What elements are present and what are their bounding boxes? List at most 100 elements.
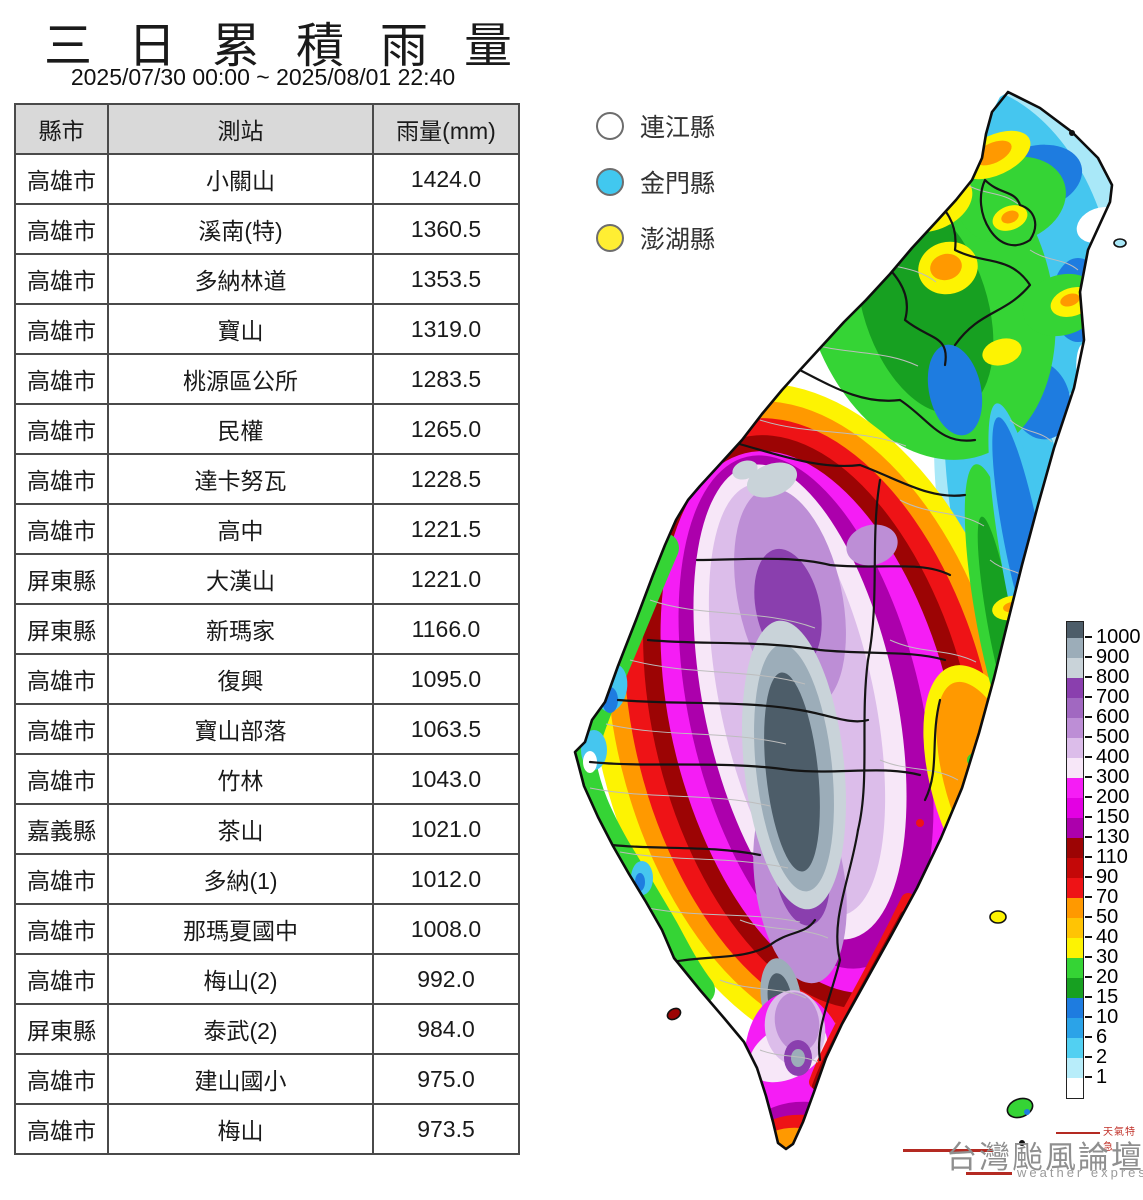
header-county: 縣市 xyxy=(14,103,109,155)
cell-county: 屏東縣 xyxy=(14,553,109,605)
table-row: 高雄市 寶山部落 1063.5 xyxy=(14,703,520,755)
cell-county: 高雄市 xyxy=(14,503,109,555)
islet-dot-keelung xyxy=(1069,130,1075,136)
colorbar-band xyxy=(1067,878,1083,898)
cell-station: 新瑪家 xyxy=(107,603,374,655)
cell-county: 高雄市 xyxy=(14,653,109,705)
colorbar-band xyxy=(1067,718,1083,738)
cell-amount: 1228.5 xyxy=(372,453,520,505)
table-row: 高雄市 溪南(特) 1360.5 xyxy=(14,203,520,255)
cell-station: 那瑪夏國中 xyxy=(107,903,374,955)
colorbar-band xyxy=(1067,638,1083,658)
cell-station: 民權 xyxy=(107,403,374,455)
cell-station: 復興 xyxy=(107,653,374,705)
colorbar-band xyxy=(1067,838,1083,858)
cell-amount: 975.0 xyxy=(372,1053,520,1105)
table-body: 高雄市 小關山 1424.0 高雄市 溪南(特) 1360.5 高雄市 多納林道… xyxy=(14,153,520,1155)
cell-county: 高雄市 xyxy=(14,253,109,305)
colorbar-band xyxy=(1067,1018,1083,1038)
cell-station: 多納(1) xyxy=(107,853,374,905)
islet-dot-south xyxy=(1019,1140,1025,1146)
date-range: 2025/07/30 00:00 ~ 2025/08/01 22:40 xyxy=(70,64,456,90)
cell-amount: 1063.5 xyxy=(372,703,520,755)
colorbar-band xyxy=(1067,1078,1083,1098)
cell-station: 梅山 xyxy=(107,1103,374,1155)
colorbar-tick: 30 xyxy=(1085,947,1118,967)
colorbar-tick: 1 xyxy=(1085,1067,1107,1087)
county-dot-icon xyxy=(596,111,624,140)
colorbar-tick: 70 xyxy=(1085,887,1118,907)
legend-label: 金門縣 xyxy=(640,169,716,198)
legend-item: 連江縣 xyxy=(596,110,715,142)
table-row: 高雄市 梅山(2) 992.0 xyxy=(14,953,520,1005)
colorbar-tick: 1000 xyxy=(1085,627,1141,647)
colorbar-tick: 130 xyxy=(1085,827,1129,847)
cell-station: 梅山(2) xyxy=(107,953,374,1005)
rainfall-ranking-table: 縣市 測站 雨量(mm) 高雄市 小關山 1424.0 高雄市 溪南(特) 13… xyxy=(14,103,520,1155)
table-row: 高雄市 竹林 1043.0 xyxy=(14,753,520,805)
legend-item: 澎湖縣 xyxy=(596,222,715,254)
colorbar-tick: 6 xyxy=(1085,1027,1107,1047)
cell-amount: 1319.0 xyxy=(372,303,520,355)
cell-station: 大漢山 xyxy=(107,553,374,605)
colorbar-band xyxy=(1067,758,1083,778)
cell-county: 高雄市 xyxy=(14,353,109,405)
colorbar-band xyxy=(1067,918,1083,938)
colorbar-band xyxy=(1067,698,1083,718)
colorbar-band xyxy=(1067,778,1083,798)
cell-county: 高雄市 xyxy=(14,853,109,905)
cell-county: 高雄市 xyxy=(14,1103,109,1155)
colorbar-tick: 200 xyxy=(1085,787,1129,807)
colorbar-band xyxy=(1067,818,1083,838)
cell-station: 建山國小 xyxy=(107,1053,374,1105)
taiwan-coastline xyxy=(573,90,1114,1151)
colorbar-band xyxy=(1067,1038,1083,1058)
table-row: 高雄市 那瑪夏國中 1008.0 xyxy=(14,903,520,955)
colorbar-band xyxy=(1067,898,1083,918)
colorbar-tick: 40 xyxy=(1085,927,1118,947)
table-row: 高雄市 小關山 1424.0 xyxy=(14,153,520,205)
cell-amount: 1021.0 xyxy=(372,803,520,855)
cell-county: 嘉義縣 xyxy=(14,803,109,855)
page-title: 三日累積雨量 xyxy=(44,20,549,73)
cell-county: 屏東縣 xyxy=(14,1003,109,1055)
island-green-island xyxy=(989,910,1007,924)
cell-amount: 1283.5 xyxy=(372,353,520,405)
colorbar-bands xyxy=(1066,621,1084,1099)
colorbar-band xyxy=(1067,798,1083,818)
colorbar-band xyxy=(1067,978,1083,998)
colorbar-tick: 500 xyxy=(1085,727,1129,747)
colorbar-tick: 10 xyxy=(1085,1007,1118,1027)
table-row: 嘉義縣 茶山 1021.0 xyxy=(14,803,520,855)
taiwan-rainfall-map xyxy=(560,80,1143,1200)
header-station: 測站 xyxy=(107,103,374,155)
colorbar-band xyxy=(1067,658,1083,678)
cell-station: 寶山 xyxy=(107,303,374,355)
cell-amount: 1166.0 xyxy=(372,603,520,655)
colorbar-band xyxy=(1067,938,1083,958)
logo-title: 台灣颱風論壇 xyxy=(946,1140,1143,1175)
rainfall-map-svg xyxy=(573,90,1127,1151)
rainfall-colorbar: 1000 900 800 700 600 500 400 300 200 150 130 110 90 7… xyxy=(1066,621,1141,1099)
cell-county: 高雄市 xyxy=(14,203,109,255)
table-row: 高雄市 建山國小 975.0 xyxy=(14,1053,520,1105)
contour-layers xyxy=(575,92,1112,1149)
cell-county: 高雄市 xyxy=(14,453,109,505)
cell-county: 高雄市 xyxy=(14,753,109,805)
cell-station: 小關山 xyxy=(107,153,374,205)
colorbar-band xyxy=(1067,958,1083,978)
colorbar-band xyxy=(1067,1058,1083,1078)
table-row: 高雄市 多納(1) 1012.0 xyxy=(14,853,520,905)
county-dot-icon xyxy=(596,167,624,196)
logo-line-icon xyxy=(903,1149,993,1152)
colorbar-band xyxy=(1067,622,1083,638)
island-turtle xyxy=(1113,238,1127,248)
cell-station: 多納林道 xyxy=(107,253,374,305)
colorbar-tick: 15 xyxy=(1085,987,1118,1007)
colorbar-tick: 50 xyxy=(1085,907,1118,927)
table-row: 高雄市 達卡努瓦 1228.5 xyxy=(14,453,520,505)
cell-amount: 973.5 xyxy=(372,1103,520,1155)
island-orchid-island xyxy=(1006,1097,1034,1119)
logo-tagline-icon xyxy=(1056,1132,1100,1134)
